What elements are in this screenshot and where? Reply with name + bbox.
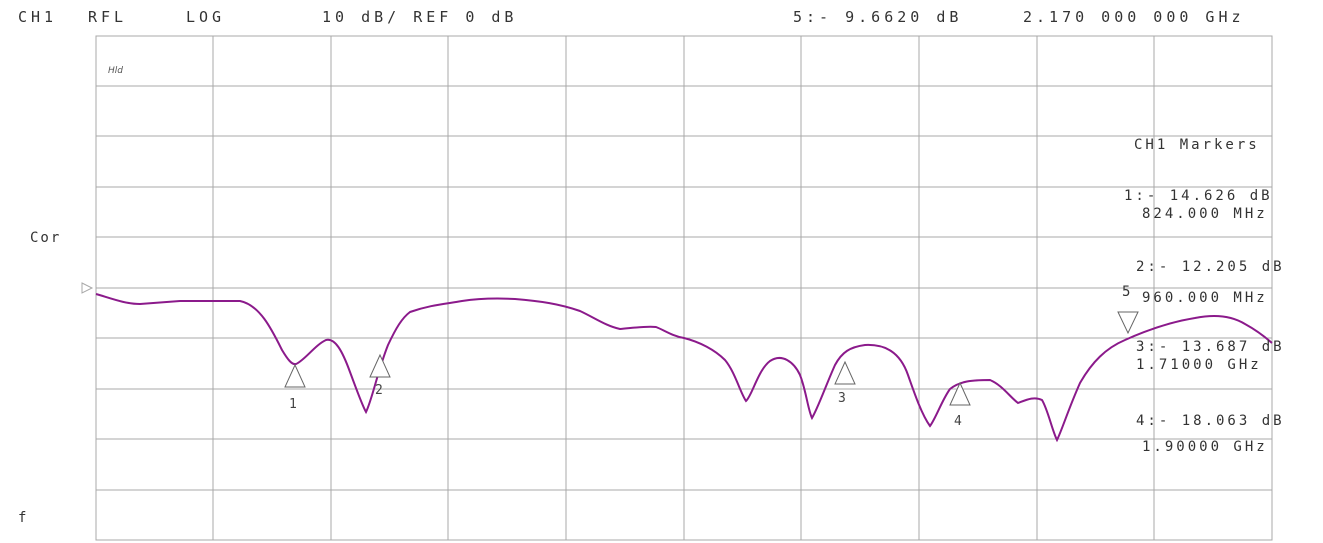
- marker-2-value: 2:- 12.205 dB: [1136, 259, 1285, 275]
- measurement-label: RFL: [88, 8, 128, 26]
- marker-3-frequency: 1.71000 GHz: [1136, 357, 1262, 373]
- plot-tag: Hld: [108, 66, 123, 76]
- marker-4-value: 4:- 18.063 dB: [1136, 413, 1285, 429]
- reflection-trace: [95, 293, 1273, 443]
- trace-marker-5: [1117, 311, 1139, 335]
- correction-indicator: Cor: [30, 230, 62, 246]
- marker-1-frequency: 824.000 MHz: [1142, 206, 1268, 222]
- marker-2-frequency: 960.000 MHz: [1142, 290, 1268, 306]
- marker-3-label: 3: [838, 391, 846, 406]
- marker-2-icon: [369, 353, 391, 378]
- marker-3-icon: [834, 360, 856, 385]
- marker-5-prefix: 5: [1122, 284, 1134, 300]
- format-label: LOG: [186, 8, 226, 26]
- trace-marker-3: 3: [834, 360, 856, 406]
- channel-label: CH1: [18, 8, 58, 26]
- bottom-indicator: f: [18, 510, 29, 526]
- marker-4-label: 4: [954, 414, 962, 429]
- marker-4-icon: [949, 381, 971, 406]
- active-marker-frequency: 2.170 000 000 GHz: [1023, 8, 1245, 26]
- scale-label: 10 dB/ REF 0 dB: [322, 8, 518, 26]
- markers-panel-title: CH1 Markers: [1134, 137, 1260, 153]
- marker-1-label: 1: [289, 397, 297, 412]
- trace-marker-4: 4: [949, 381, 971, 429]
- reference-pointer-icon: [81, 282, 94, 294]
- marker-1-value: 1:- 14.626 dB: [1124, 188, 1273, 204]
- marker-1-icon: [284, 363, 306, 388]
- active-marker-value: 5:- 9.6620 dB: [793, 8, 963, 26]
- marker-5-active-icon: [1117, 311, 1139, 335]
- trace-marker-1: 1: [284, 363, 306, 412]
- marker-4-frequency: 1.90000 GHz: [1142, 439, 1268, 455]
- marker-2-label: 2: [375, 383, 383, 398]
- trace-marker-2: 2: [369, 353, 391, 398]
- marker-3-value: 3:- 13.687 dB: [1136, 339, 1285, 355]
- graticule: [95, 35, 1273, 541]
